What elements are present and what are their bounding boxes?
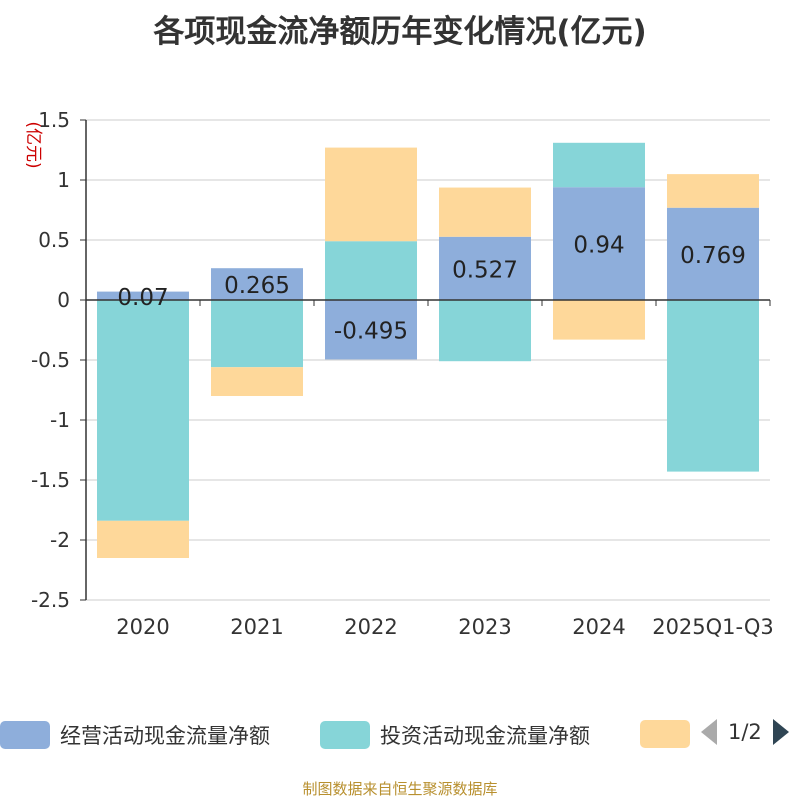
- bar-investing-2021[interactable]: [211, 300, 303, 368]
- bar-financing-2025Q1-Q3[interactable]: [667, 174, 759, 208]
- legend-item-investing[interactable]: 投资活动现金流量净额: [320, 720, 590, 750]
- y-tick-label: 0: [57, 288, 70, 312]
- legend-swatch-operating: [0, 721, 50, 749]
- data-label: -0.495: [334, 319, 408, 345]
- y-tick-label: 0.5: [38, 228, 70, 252]
- x-tick-label: 2025Q1-Q3: [652, 615, 774, 639]
- y-tick-label: -2.5: [31, 588, 70, 612]
- y-tick-label: 1.5: [38, 108, 70, 132]
- stacked-bar-chart: 1.5 1 0.5 0 -0.5 -1 -1.5 -2 -2.5 (亿元) 2020 2021 2022…: [23, 108, 774, 639]
- legend-item-operating[interactable]: 经营活动现金流量净额: [0, 720, 270, 750]
- bar-investing-2022[interactable]: [325, 241, 417, 300]
- bar-financing-2024[interactable]: [553, 300, 645, 340]
- legend-item-financing[interactable]: [640, 720, 700, 748]
- data-label: 0.07: [117, 285, 168, 311]
- bar-operating-2023[interactable]: [439, 236, 531, 300]
- bar-operating-2025Q1-Q3[interactable]: [667, 207, 759, 300]
- x-tick-label: 2024: [572, 615, 625, 639]
- bar-operating-2022[interactable]: [325, 300, 417, 360]
- bar-operating-2021[interactable]: [211, 268, 303, 300]
- legend-pager: 1/2: [700, 718, 790, 746]
- legend-label-operating: 经营活动现金流量净额: [60, 724, 270, 748]
- data-label: 0.769: [680, 243, 746, 269]
- bar-financing-2021[interactable]: [211, 367, 303, 396]
- legend-swatch-financing: [640, 720, 690, 748]
- y-tick-label: -1.5: [31, 468, 70, 492]
- x-tick-label: 2020: [116, 615, 169, 639]
- bar-financing-2023[interactable]: [439, 187, 531, 237]
- y-tick-label: -1: [50, 408, 70, 432]
- data-label: 0.265: [224, 273, 290, 299]
- bar-investing-2025Q1-Q3[interactable]: [667, 300, 759, 472]
- y-tick-label: 1: [57, 168, 70, 192]
- pager-next-icon[interactable]: [772, 718, 790, 746]
- bar-operating-2020[interactable]: [97, 291, 189, 300]
- bar-investing-2020[interactable]: [97, 300, 189, 521]
- x-tick-label: 2022: [344, 615, 397, 639]
- bar-operating-2024[interactable]: [553, 187, 645, 300]
- bar-financing-2022[interactable]: [325, 147, 417, 242]
- pager-prev-icon[interactable]: [700, 718, 718, 746]
- y-tick-label: -0.5: [31, 348, 70, 372]
- chart-title: 各项现金流净额历年变化情况(亿元): [153, 14, 647, 50]
- bar-investing-2024[interactable]: [553, 142, 645, 188]
- pager-label: 1/2: [728, 720, 762, 744]
- legend-swatch-investing: [320, 721, 370, 749]
- x-tick-label: 2021: [230, 615, 283, 639]
- bar-investing-2023[interactable]: [439, 300, 531, 362]
- data-label: 0.527: [452, 257, 518, 283]
- y-axis-label: (亿元): [23, 121, 43, 168]
- x-tick-label: 2023: [458, 615, 511, 639]
- bar-financing-2020[interactable]: [97, 520, 189, 558]
- legend-label-investing: 投资活动现金流量净额: [380, 724, 590, 748]
- data-source-note: 制图数据来自恒生聚源数据库: [302, 780, 498, 798]
- y-tick-label: -2: [50, 528, 70, 552]
- data-label: 0.94: [573, 233, 624, 259]
